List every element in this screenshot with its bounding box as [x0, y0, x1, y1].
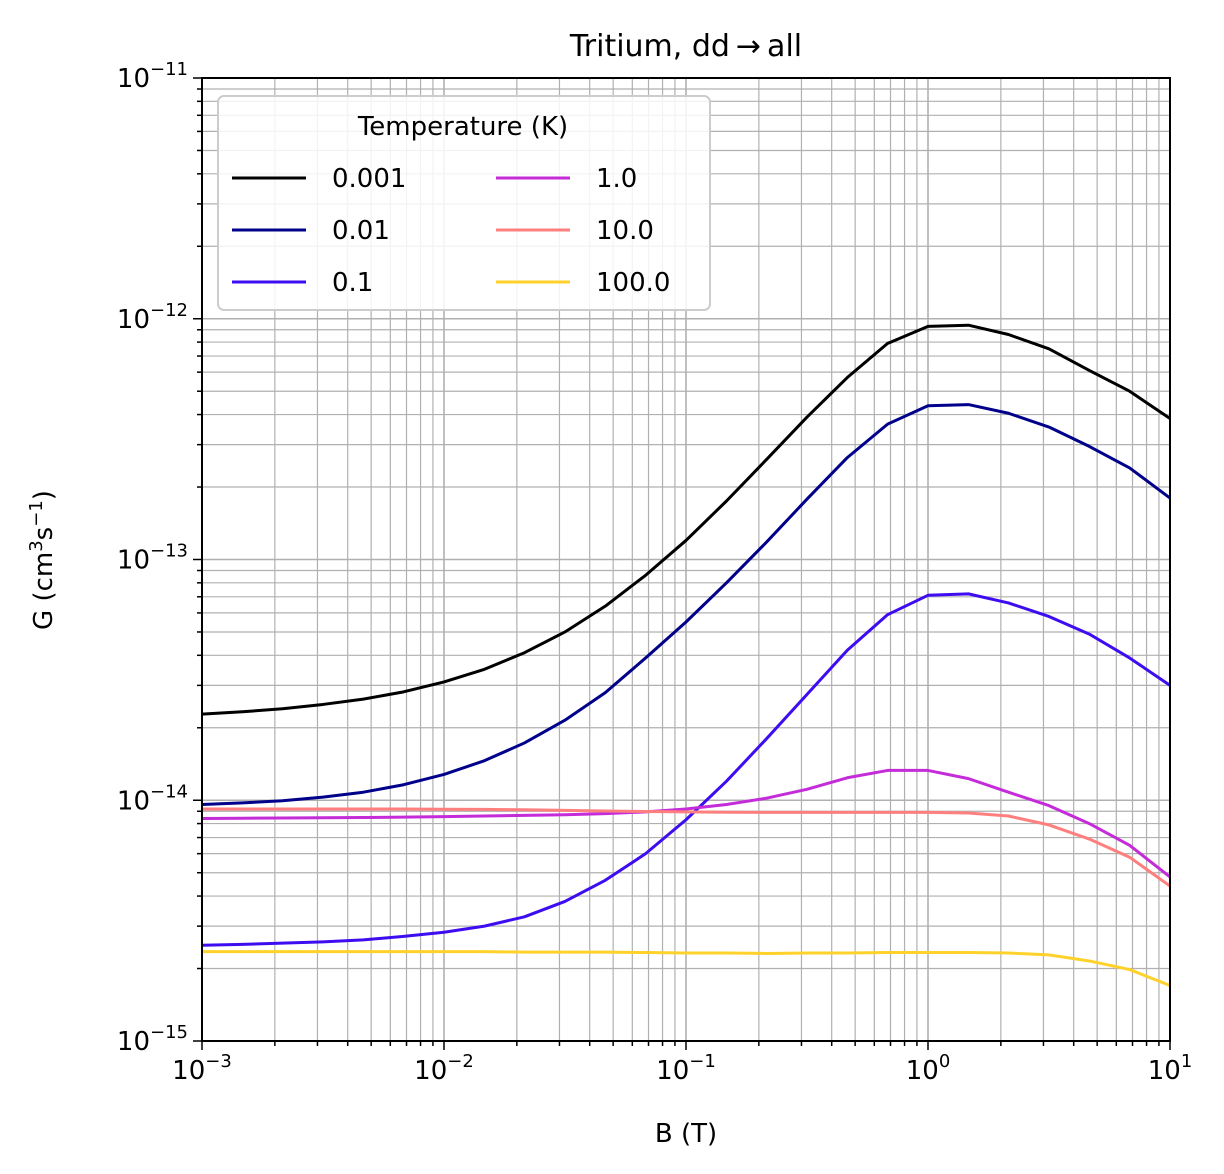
series-line-10.0: [202, 807, 1171, 888]
legend-label: 0.01: [332, 216, 390, 246]
y-tick-label: 10−13: [117, 541, 188, 576]
legend-label: 100.0: [596, 268, 670, 298]
series-line-1.0: [201, 768, 1171, 879]
ticks: 10−3 10−2 10−1 100 101 10−15 10−14 10−13 10−12 10…: [117, 59, 1192, 1086]
legend-label: 10.0: [596, 216, 654, 246]
legend-title: Temperature (K): [357, 112, 568, 142]
y-tick-label: 10−15: [117, 1022, 188, 1057]
y-axis-label: G (cm3s−1): [26, 490, 59, 630]
series-lines: [201, 323, 1171, 987]
y-tick-label: 10−11: [117, 59, 188, 94]
series-line-100.0: [202, 950, 1171, 987]
chart-title: Tritium, dd → all: [569, 29, 802, 64]
x-tick-label: 10−2: [414, 1051, 474, 1086]
series-line-0.01: [201, 403, 1171, 807]
legend-box: [217, 95, 711, 311]
series-line-0.001: [201, 323, 1171, 716]
legend-label: 0.1: [332, 268, 373, 298]
legend-label: 1.0: [596, 164, 637, 194]
y-tick-label: 10−14: [117, 781, 188, 816]
y-tick-label: 10−12: [117, 300, 188, 335]
series-line-0.1: [201, 592, 1171, 947]
x-tick-label: 101: [1148, 1051, 1193, 1086]
legend: Temperature (K) 0.001 0.01 0.1 1.0 10.0 100.0: [217, 95, 711, 311]
x-axis-label: B (T): [655, 1119, 717, 1149]
x-tick-label: 10−3: [172, 1051, 232, 1086]
legend-label: 0.001: [332, 164, 406, 194]
x-tick-label: 10−1: [656, 1051, 716, 1086]
x-tick-label: 100: [906, 1051, 951, 1086]
